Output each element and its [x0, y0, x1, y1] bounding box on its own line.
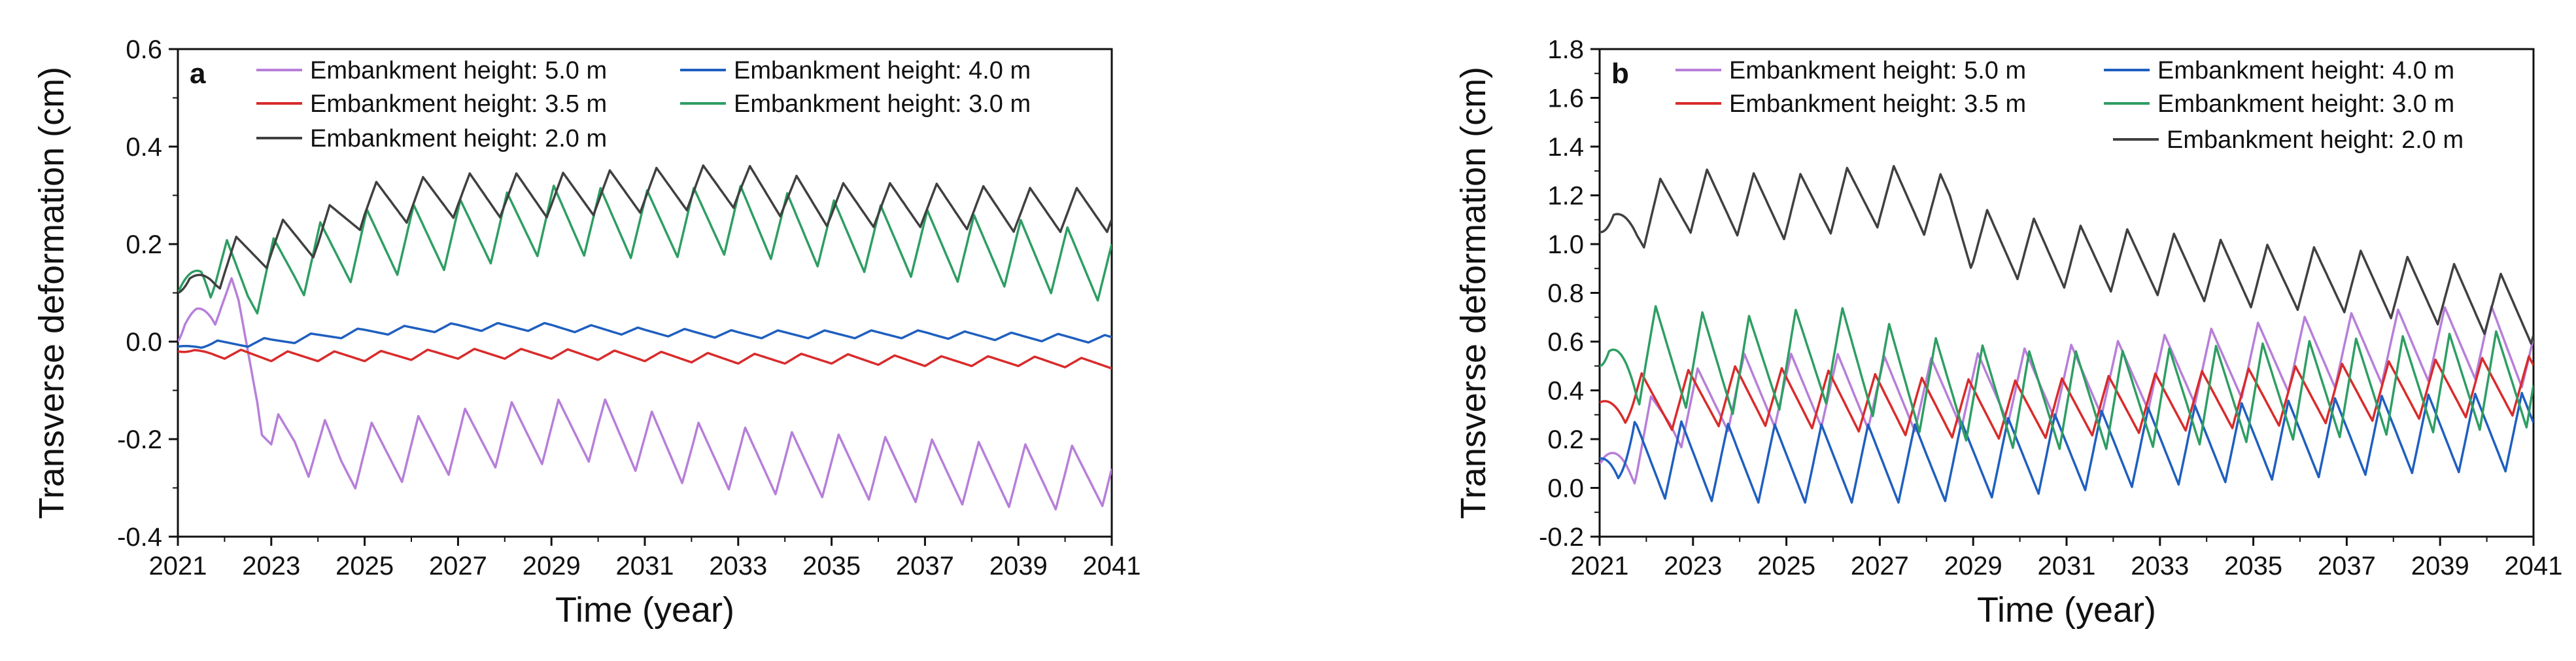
x-tick-label: 2041: [1083, 552, 1141, 581]
y-tick-label: 0.8: [1547, 279, 1584, 308]
legend-label-1: Embankment height: 4.0 m: [2157, 57, 2454, 84]
y-tick-label: 0.6: [126, 35, 162, 64]
chart-panel-a: 2021 2023 2025 2027 2029 2031 2033 2035 2037 2039…: [32, 35, 1141, 630]
y-tick-label: -0.2: [117, 425, 162, 454]
y-tick-label: 0.6: [1547, 328, 1584, 357]
x-tick-label: 2025: [1757, 552, 1815, 581]
legend-label-4: Embankment height: 2.0 m: [2167, 126, 2464, 154]
y-tick-label: 1.2: [1547, 182, 1584, 211]
y-tick-label: 0.0: [1547, 474, 1584, 503]
x-tick-label: 2041: [2505, 552, 2563, 581]
legend-label-2: Embankment height: 3.5 m: [1729, 90, 2026, 118]
y-tick-label: 1.8: [1547, 35, 1584, 64]
y-tick-label: 0.2: [1547, 425, 1584, 454]
x-tick-label: 2031: [616, 552, 674, 581]
y-tick-label: 1.6: [1547, 84, 1584, 113]
x-tick-label: 2031: [2038, 552, 2096, 581]
x-tick-label: 2033: [709, 552, 767, 581]
legend-label-3: Embankment height: 3.0 m: [734, 90, 1031, 118]
x-tick-label: 2033: [2131, 552, 2189, 581]
y-axis-title: Transverse deformation (cm): [32, 67, 71, 519]
series-line-2: [178, 348, 1112, 370]
legend-label-0: Embankment height: 5.0 m: [310, 57, 607, 84]
x-tick-label: 2039: [989, 552, 1048, 581]
legend-label-2: Embankment height: 3.5 m: [310, 90, 607, 118]
y-axis-title: Transverse deformation (cm): [1454, 67, 1493, 519]
y-tick-label: 0.4: [1547, 377, 1584, 406]
x-tick-label: 2029: [523, 552, 581, 581]
series-line-3: [1600, 305, 2533, 450]
series-line-4: [1600, 165, 2533, 345]
x-axis-title: Time (year): [555, 590, 734, 630]
x-tick-label: 2027: [429, 552, 487, 581]
plot-frame: [177, 48, 1113, 538]
x-tick-label: 2023: [1664, 552, 1722, 581]
series-line-1: [1600, 391, 2533, 504]
series-line-1: [178, 321, 1112, 349]
y-tick-label: 1.0: [1547, 230, 1584, 259]
x-tick-label: 2035: [802, 552, 861, 581]
series-line-0: [178, 277, 1112, 511]
chart-panel-b: 2021 2023 2025 2027 2029 2031 2033 2035 2037 2039…: [1288, 0, 2576, 661]
y-tick-label: 1.4: [1547, 133, 1584, 162]
x-tick-label: 2021: [149, 552, 207, 581]
y-tick-label: 0.2: [126, 230, 162, 259]
plot-frame: [1598, 48, 2535, 538]
x-tick-label: 2027: [1851, 552, 1909, 581]
chart-a: 2021 2023 2025 2027 2029 2031 2033 2035 2037 2039…: [32, 35, 1141, 630]
x-tick-label: 2023: [242, 552, 300, 581]
series-line-3: [178, 185, 1112, 315]
x-tick-label: 2039: [2411, 552, 2469, 581]
panel-label: a: [190, 58, 206, 90]
x-tick-label: 2029: [1944, 552, 2002, 581]
x-tick-label: 2025: [335, 552, 394, 581]
series-line-2: [1600, 355, 2533, 440]
x-tick-label: 2035: [2224, 552, 2282, 581]
y-tick-label: -0.4: [117, 523, 162, 552]
y-tick-label: 0.4: [126, 133, 162, 162]
legend-label-4: Embankment height: 2.0 m: [310, 125, 607, 152]
series-line-4: [178, 164, 1112, 295]
panel-label: b: [1611, 58, 1629, 90]
legend-label-0: Embankment height: 5.0 m: [1729, 57, 2026, 84]
x-tick-label: 2037: [2318, 552, 2376, 581]
legend-label-3: Embankment height: 3.0 m: [2157, 90, 2454, 118]
legend-label-1: Embankment height: 4.0 m: [734, 57, 1031, 84]
series-line-0: [1600, 305, 2533, 485]
y-tick-label: -0.2: [1539, 523, 1584, 552]
x-axis-title: Time (year): [1977, 590, 2156, 630]
y-tick-label: 0.0: [126, 328, 162, 357]
x-tick-label: 2021: [1571, 552, 1629, 581]
x-tick-label: 2037: [896, 552, 954, 581]
chart-b: 2021 2023 2025 2027 2029 2031 2033 2035 2037 2039…: [1454, 35, 2563, 630]
